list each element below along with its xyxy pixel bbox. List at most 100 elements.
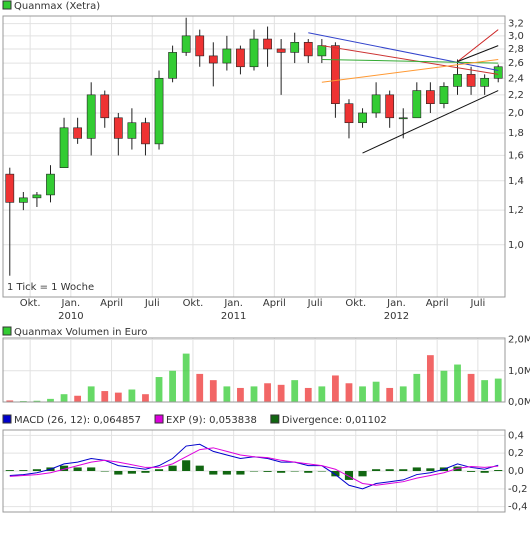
volume-bar bbox=[196, 373, 204, 402]
volume-bar bbox=[332, 375, 339, 402]
y-tick-label: 3,2 bbox=[508, 19, 524, 30]
trend-line bbox=[457, 45, 499, 63]
volume-bar bbox=[386, 387, 394, 402]
chart-title: Quanmax Volumen in Euro bbox=[14, 327, 147, 338]
y-tick-label: 3,0 bbox=[508, 31, 524, 42]
chart-note: 1 Tick = 1 Woche bbox=[7, 282, 94, 293]
candle-body bbox=[154, 77, 164, 145]
x-tick-label: Juli bbox=[144, 298, 160, 309]
candle-body bbox=[236, 48, 245, 68]
divergence-bar bbox=[480, 471, 489, 473]
y-tick-label: 1,0M bbox=[508, 366, 530, 377]
candle-body bbox=[385, 94, 395, 119]
divergence-bar bbox=[5, 470, 14, 471]
divergence-bar bbox=[277, 471, 286, 473]
volume-bar bbox=[142, 394, 149, 402]
volume-bar bbox=[372, 381, 380, 402]
candle-body bbox=[303, 41, 313, 57]
volume-bar bbox=[128, 389, 136, 402]
divergence-bar bbox=[209, 471, 218, 475]
volume-bar bbox=[250, 386, 258, 402]
divergence-bar bbox=[100, 471, 109, 472]
volume-bar bbox=[345, 383, 353, 402]
candle-body bbox=[100, 94, 110, 119]
candle-body bbox=[141, 122, 150, 145]
trend-line bbox=[321, 58, 499, 83]
y-tick-label: 1,6 bbox=[508, 150, 524, 161]
divergence-bar bbox=[263, 471, 272, 472]
y-tick-label: 0,0M bbox=[508, 397, 530, 408]
divergence-bar bbox=[304, 471, 313, 473]
volume-bar bbox=[33, 400, 41, 402]
divergence-bar bbox=[467, 471, 476, 472]
candle-body bbox=[398, 117, 408, 120]
x-tick-label: Okt. bbox=[20, 298, 41, 309]
y-tick-label: -0,2 bbox=[508, 484, 528, 495]
volume-bar bbox=[359, 386, 366, 402]
volume-bar bbox=[413, 373, 421, 402]
divergence-bar bbox=[195, 465, 204, 471]
divergence-bar bbox=[344, 471, 354, 480]
volume-bar bbox=[182, 353, 190, 402]
volume-bar bbox=[454, 364, 461, 402]
x-tick-label: Jan. bbox=[61, 298, 81, 309]
candle-body bbox=[480, 77, 490, 87]
legend-swatch bbox=[2, 414, 12, 424]
x-tick-label: Jan. bbox=[386, 298, 406, 309]
divergence-bar bbox=[385, 469, 394, 471]
divergence-bar bbox=[59, 465, 69, 471]
y-tick-label: 1,2 bbox=[508, 205, 524, 216]
candle-body bbox=[195, 35, 205, 57]
volume-bar bbox=[277, 384, 285, 402]
candle-body bbox=[412, 90, 422, 119]
y-tick-label: 1,4 bbox=[508, 176, 524, 187]
volume-bar bbox=[440, 370, 448, 402]
candle-body bbox=[32, 194, 42, 199]
candle-body bbox=[331, 45, 340, 104]
x-tick-label: April bbox=[426, 298, 449, 309]
volume-bar bbox=[399, 386, 407, 402]
y-tick-label: 0,2 bbox=[508, 448, 524, 459]
year-label: 2010 bbox=[58, 311, 83, 322]
divergence-bar bbox=[222, 471, 231, 475]
volume-bar bbox=[426, 355, 434, 402]
divergence-bar bbox=[494, 470, 503, 471]
volume-bar bbox=[74, 395, 82, 402]
candle-body bbox=[181, 35, 191, 53]
volume-bar bbox=[291, 380, 299, 402]
volume-bar bbox=[6, 400, 14, 402]
candle-body bbox=[208, 55, 218, 64]
divergence-bar bbox=[87, 467, 96, 471]
candle-body bbox=[426, 90, 435, 104]
trend-line bbox=[321, 58, 499, 64]
divergence-bar bbox=[182, 460, 191, 471]
divergence-bar bbox=[168, 465, 177, 471]
volume-bar bbox=[494, 378, 502, 402]
macd-line bbox=[9, 447, 499, 486]
candle-body bbox=[317, 45, 327, 57]
panel-frame bbox=[2, 15, 506, 298]
trend-line bbox=[308, 32, 499, 72]
volume-bar bbox=[47, 398, 54, 402]
y-tick-label: 1,0 bbox=[508, 240, 524, 251]
divergence-bar bbox=[236, 471, 245, 475]
volume-bar bbox=[101, 391, 109, 402]
y-tick-label: -0,4 bbox=[508, 502, 528, 513]
chart-title: Quanmax (Xetra) bbox=[14, 1, 100, 12]
divergence-bar bbox=[290, 471, 299, 472]
candle-body bbox=[168, 52, 177, 79]
volume-bar bbox=[114, 392, 122, 402]
candle-body bbox=[493, 66, 503, 79]
volume-bar bbox=[481, 380, 489, 402]
candle-body bbox=[290, 41, 300, 53]
legend-label: Divergence: 0,01102 bbox=[282, 415, 387, 426]
volume-bar bbox=[60, 394, 68, 402]
legend-label: MACD (26, 12): 0,064857 bbox=[14, 415, 141, 426]
candle-body bbox=[276, 48, 286, 53]
divergence-bar bbox=[73, 467, 82, 471]
divergence-bar bbox=[19, 470, 28, 471]
candle-body bbox=[113, 117, 123, 139]
trend-line bbox=[362, 90, 499, 154]
y-tick-label: 2,0 bbox=[508, 108, 524, 119]
volume-bar bbox=[467, 373, 475, 402]
